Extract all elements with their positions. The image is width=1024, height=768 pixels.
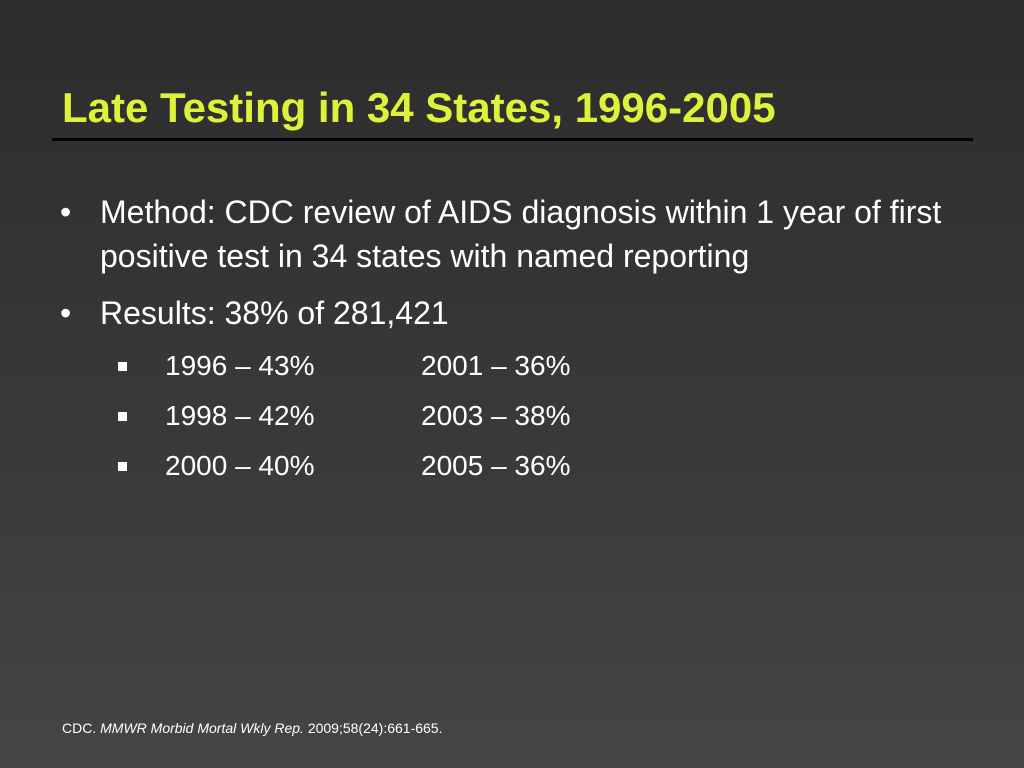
sub-bullet-row: 1998 – 42% 2003 – 38% — [60, 398, 960, 434]
sub-bullet-year-right: 2001 – 36% — [421, 350, 571, 381]
citation-details: 2009;58(24):661-665. — [307, 720, 443, 736]
bullet-marker: • — [60, 194, 72, 230]
square-bullet-icon — [118, 462, 127, 471]
bullet-list: • Method: CDC review of AIDS diagnosis w… — [60, 190, 960, 484]
citation: CDC. MMWR Morbid Mortal Wkly Rep. 2009;5… — [62, 719, 442, 737]
square-bullet-icon — [118, 412, 127, 421]
bullet-results: • Results: 38% of 281,421 — [60, 291, 960, 335]
sub-bullet-year-right: 2005 – 36% — [421, 450, 571, 481]
bullet-method: • Method: CDC review of AIDS diagnosis w… — [60, 190, 960, 278]
bullet-marker: • — [60, 295, 72, 331]
citation-author: CDC. — [62, 720, 97, 736]
citation-journal: MMWR Morbid Mortal Wkly Rep. — [100, 720, 304, 736]
slide-title: Late Testing in 34 States, 1996-2005 — [62, 84, 776, 131]
title-underline — [52, 138, 973, 141]
bullet-method-text: Method: CDC review of AIDS diagnosis wit… — [100, 194, 942, 274]
sub-bullet-row: 1996 – 43% 2001 – 36% — [60, 348, 960, 384]
square-bullet-icon — [118, 362, 127, 371]
sub-bullet-year-right: 2003 – 38% — [421, 400, 571, 431]
sub-bullet-year-left: 1998 – 42% — [165, 400, 315, 431]
sub-bullet-year-left: 1996 – 43% — [165, 350, 315, 381]
sub-bullet-row: 2000 – 40% 2005 – 36% — [60, 448, 960, 484]
sub-bullet-year-left: 2000 – 40% — [165, 450, 315, 481]
bullet-results-text: Results: 38% of 281,421 — [100, 295, 449, 331]
sub-bullet-group: 1996 – 43% 2001 – 36% 1998 – 42% 2003 – 38… — [60, 348, 960, 484]
